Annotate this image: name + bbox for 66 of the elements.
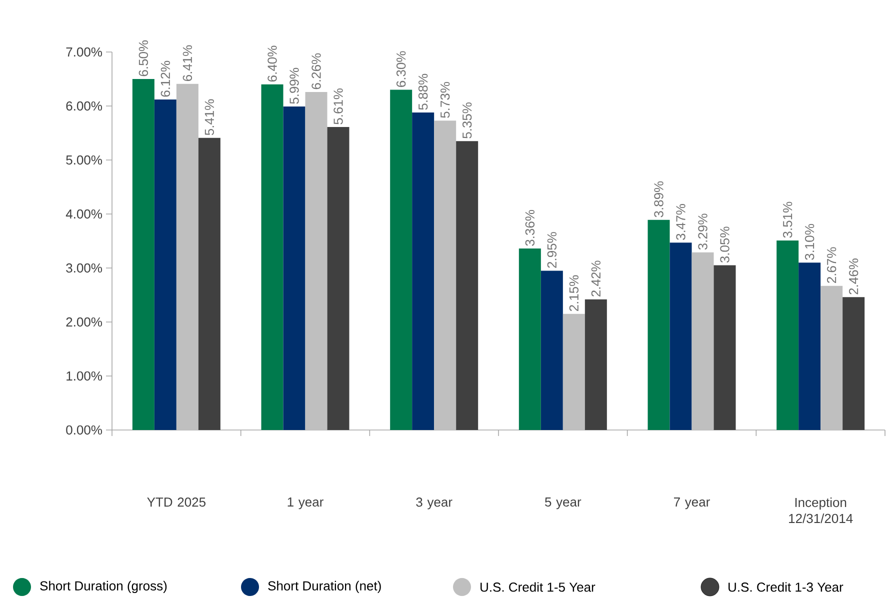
data-label: 2.95% bbox=[547, 232, 557, 268]
y-tick-label: 4.00% bbox=[66, 209, 102, 219]
bar bbox=[412, 112, 434, 430]
data-label: 2.15% bbox=[569, 275, 579, 312]
bar bbox=[283, 106, 306, 430]
data-label: 3.36% bbox=[525, 210, 535, 246]
bar bbox=[648, 220, 670, 430]
data-label: 6.50% bbox=[138, 40, 148, 76]
bar bbox=[798, 262, 821, 430]
data-label: 6.26% bbox=[312, 53, 321, 90]
data-label: 3.29% bbox=[698, 214, 708, 250]
bar bbox=[670, 242, 692, 430]
bar bbox=[198, 138, 220, 430]
bar bbox=[776, 240, 799, 430]
data-label: 6.41% bbox=[182, 45, 192, 81]
x-tick-label: 7 year bbox=[674, 498, 710, 510]
data-label: 3.89% bbox=[654, 181, 664, 218]
y-tick-label: 5.00% bbox=[66, 155, 102, 165]
bar bbox=[261, 84, 284, 430]
data-label: 2.42% bbox=[591, 260, 600, 296]
legend-label: U.S. Credit 1-5 Year bbox=[480, 582, 596, 592]
bar bbox=[562, 314, 585, 430]
legend-label: U.S. Credit 1-3 Year bbox=[728, 582, 844, 592]
data-label: 2.46% bbox=[848, 258, 858, 294]
data-label: 5.41% bbox=[204, 99, 214, 136]
data-label: 3.47% bbox=[676, 204, 686, 240]
data-label: 5.99% bbox=[290, 68, 299, 104]
data-label: 6.12% bbox=[160, 60, 170, 97]
x-tick-label: YTD 2025 bbox=[147, 498, 206, 507]
bar bbox=[132, 79, 154, 430]
bar bbox=[692, 252, 714, 430]
bar bbox=[540, 270, 563, 430]
data-label: 5.73% bbox=[440, 82, 450, 118]
data-label: 5.35% bbox=[462, 102, 472, 138]
bar bbox=[305, 92, 328, 430]
bar bbox=[714, 265, 736, 430]
y-tick-label: 1.00% bbox=[66, 371, 102, 381]
bar bbox=[584, 299, 607, 430]
bar bbox=[434, 120, 456, 430]
data-label: 3.05% bbox=[720, 226, 730, 263]
bar bbox=[518, 248, 541, 430]
bar bbox=[820, 286, 843, 430]
x-tick-label: Inception 12/31/2014 bbox=[789, 498, 853, 524]
bar bbox=[842, 297, 865, 430]
y-tick-label: 6.00% bbox=[66, 101, 102, 111]
y-tick-label: 3.00% bbox=[66, 263, 102, 273]
data-label: 6.30% bbox=[396, 51, 406, 87]
x-tick-label: 3 year bbox=[416, 498, 452, 510]
bar bbox=[176, 84, 198, 430]
x-tick-label: 1 year bbox=[288, 498, 324, 510]
bar bbox=[327, 127, 350, 430]
data-label: 3.10% bbox=[804, 224, 814, 260]
data-label: 3.51% bbox=[782, 202, 792, 238]
data-label: 6.40% bbox=[268, 46, 277, 82]
bar bbox=[390, 90, 412, 430]
y-tick-label: 0.00% bbox=[66, 425, 102, 435]
bar bbox=[154, 100, 176, 430]
data-label: 5.61% bbox=[334, 88, 343, 124]
x-tick-label: 5 year bbox=[545, 498, 582, 510]
legend-label: Short Duration (gross) bbox=[40, 580, 167, 594]
data-label: 2.67% bbox=[826, 247, 836, 283]
legend-label: Short Duration (net) bbox=[268, 580, 381, 594]
y-tick-label: 2.00% bbox=[66, 317, 102, 327]
y-tick-label: 7.00% bbox=[66, 47, 102, 57]
bar bbox=[456, 141, 478, 430]
data-label: 5.88% bbox=[418, 74, 428, 110]
